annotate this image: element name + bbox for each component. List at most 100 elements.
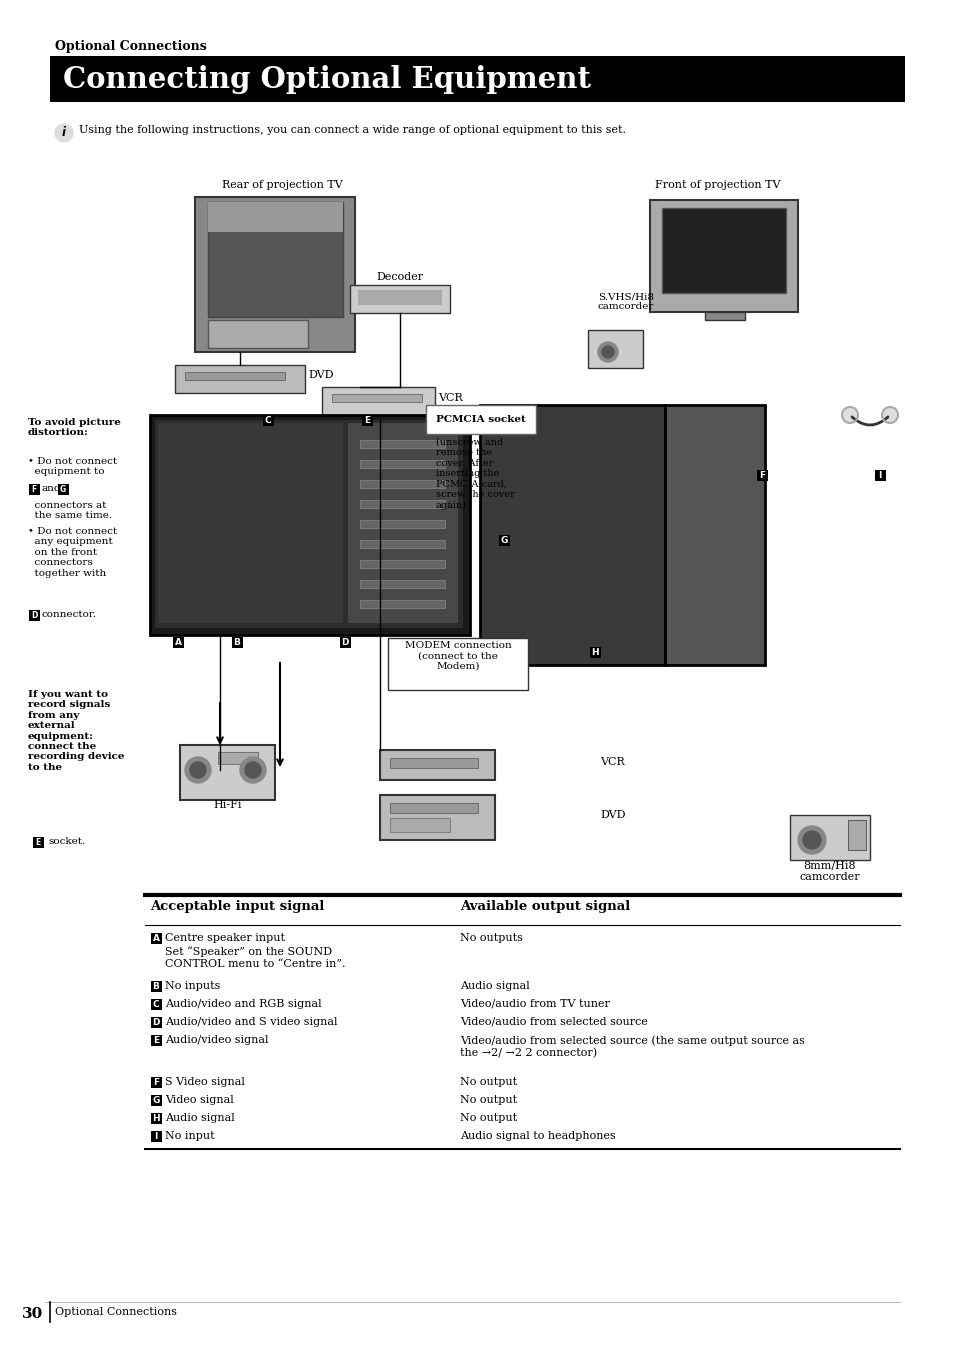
Text: Acceptable input signal: Acceptable input signal (150, 900, 324, 913)
FancyBboxPatch shape (185, 372, 285, 380)
FancyBboxPatch shape (390, 817, 450, 832)
FancyBboxPatch shape (379, 750, 495, 780)
Text: G: G (60, 485, 66, 494)
Text: Front of projection TV: Front of projection TV (655, 180, 780, 190)
FancyBboxPatch shape (350, 285, 450, 313)
Text: Audio/video signal: Audio/video signal (165, 1035, 268, 1046)
FancyBboxPatch shape (33, 838, 44, 848)
Text: S.VHS/Hi8
camcorder: S.VHS/Hi8 camcorder (598, 292, 654, 311)
Text: No output: No output (459, 1096, 517, 1105)
Text: Optional Connections: Optional Connections (55, 1306, 177, 1317)
FancyBboxPatch shape (194, 197, 355, 353)
FancyBboxPatch shape (388, 638, 527, 690)
Text: Available output signal: Available output signal (459, 900, 630, 913)
FancyBboxPatch shape (874, 470, 885, 481)
Circle shape (598, 342, 618, 362)
FancyBboxPatch shape (359, 600, 444, 608)
Text: D: D (30, 611, 37, 620)
FancyBboxPatch shape (151, 1131, 162, 1142)
Text: E: E (363, 416, 370, 426)
Text: Audio/video and RGB signal: Audio/video and RGB signal (165, 998, 321, 1009)
Text: VCR: VCR (599, 757, 624, 767)
FancyBboxPatch shape (390, 758, 477, 767)
Text: A: A (152, 934, 159, 943)
Text: To avoid picture
distortion:: To avoid picture distortion: (28, 417, 121, 438)
FancyBboxPatch shape (151, 1077, 162, 1088)
Text: F: F (152, 1078, 159, 1088)
Text: C: C (264, 416, 271, 426)
FancyBboxPatch shape (359, 500, 444, 508)
Text: Audio/video and S video signal: Audio/video and S video signal (165, 1017, 337, 1027)
FancyBboxPatch shape (218, 753, 257, 765)
Text: connectors at
  the same time.: connectors at the same time. (28, 501, 112, 520)
Text: No inputs: No inputs (165, 981, 220, 992)
FancyBboxPatch shape (151, 1035, 162, 1046)
Text: F: F (31, 485, 36, 494)
FancyBboxPatch shape (322, 386, 435, 415)
Circle shape (797, 825, 825, 854)
Text: F: F (759, 471, 764, 480)
FancyBboxPatch shape (174, 365, 305, 393)
FancyBboxPatch shape (158, 423, 343, 623)
FancyBboxPatch shape (339, 638, 351, 648)
FancyBboxPatch shape (498, 535, 510, 546)
Circle shape (240, 757, 266, 784)
Text: 8mm/Hi8
camcorder: 8mm/Hi8 camcorder (799, 861, 860, 882)
FancyBboxPatch shape (151, 934, 162, 944)
Text: MODEM connection
(connect to the
Modem): MODEM connection (connect to the Modem) (404, 640, 511, 671)
Text: D: D (341, 638, 349, 647)
FancyBboxPatch shape (208, 203, 343, 232)
Text: DVD: DVD (308, 370, 334, 380)
FancyBboxPatch shape (359, 459, 444, 467)
FancyBboxPatch shape (359, 561, 444, 567)
FancyBboxPatch shape (479, 405, 664, 665)
Text: • Do not connect
  any equipment
  on the front
  connectors
  together with: • Do not connect any equipment on the fr… (28, 527, 117, 578)
Text: I: I (154, 1132, 157, 1142)
Text: (unscrew and
remove the
cover. After
inserting the
PCMCIA card,
screw the cover
: (unscrew and remove the cover. After ins… (436, 438, 515, 509)
Text: Connecting Optional Equipment: Connecting Optional Equipment (63, 65, 590, 95)
FancyBboxPatch shape (589, 647, 600, 658)
FancyBboxPatch shape (180, 744, 274, 800)
Text: Audio signal to headphones: Audio signal to headphones (459, 1131, 615, 1142)
Text: Video signal: Video signal (165, 1096, 233, 1105)
Text: Optional Connections: Optional Connections (55, 41, 207, 53)
FancyBboxPatch shape (359, 520, 444, 528)
Text: Video/audio from selected source: Video/audio from selected source (459, 1017, 647, 1027)
Text: Set “Speaker” on the SOUND: Set “Speaker” on the SOUND (165, 946, 332, 957)
Text: I: I (878, 471, 881, 480)
FancyBboxPatch shape (151, 1113, 162, 1124)
Text: Hi-Fi: Hi-Fi (213, 800, 242, 811)
Text: G: G (499, 536, 507, 544)
FancyBboxPatch shape (348, 423, 457, 623)
FancyBboxPatch shape (151, 1017, 162, 1028)
Text: Audio signal: Audio signal (165, 1113, 234, 1123)
FancyBboxPatch shape (357, 290, 441, 305)
FancyBboxPatch shape (359, 580, 444, 588)
Text: • Do not connect
  equipment to: • Do not connect equipment to (28, 457, 117, 477)
Text: 30: 30 (22, 1306, 43, 1321)
Text: No outputs: No outputs (459, 934, 522, 943)
FancyBboxPatch shape (847, 820, 865, 850)
FancyBboxPatch shape (208, 320, 308, 349)
Text: Rear of projection TV: Rear of projection TV (221, 180, 342, 190)
FancyBboxPatch shape (661, 208, 785, 293)
Text: G: G (152, 1096, 159, 1105)
FancyBboxPatch shape (29, 611, 40, 621)
FancyBboxPatch shape (757, 470, 767, 481)
Circle shape (802, 831, 821, 848)
Text: the →2/ →2 2 connector): the →2/ →2 2 connector) (459, 1048, 597, 1058)
Circle shape (55, 124, 73, 142)
FancyBboxPatch shape (150, 415, 470, 635)
Text: No input: No input (165, 1131, 214, 1142)
FancyBboxPatch shape (29, 484, 40, 494)
Circle shape (841, 407, 857, 423)
Circle shape (185, 757, 211, 784)
Text: Audio signal: Audio signal (459, 981, 529, 992)
Text: connector.: connector. (42, 611, 97, 619)
Text: socket.: socket. (48, 838, 85, 846)
FancyBboxPatch shape (208, 203, 343, 317)
Circle shape (190, 762, 206, 778)
FancyBboxPatch shape (151, 998, 162, 1011)
FancyBboxPatch shape (359, 540, 444, 549)
Circle shape (882, 407, 897, 423)
